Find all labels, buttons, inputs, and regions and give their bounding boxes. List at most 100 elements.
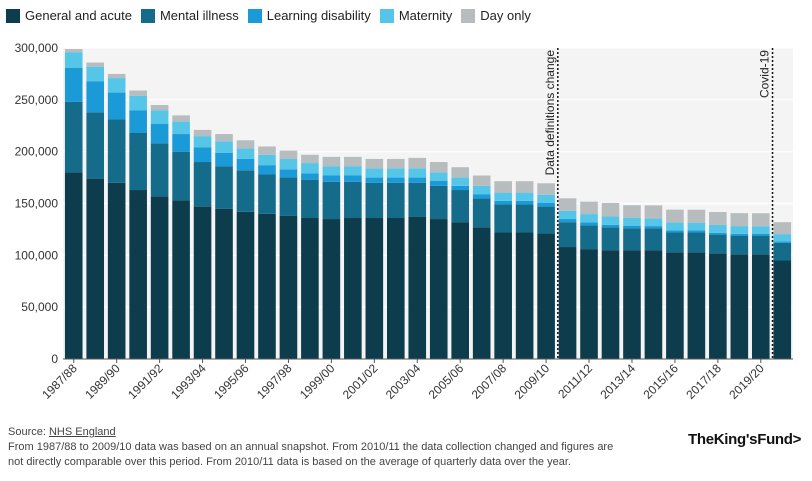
bar-segment (730, 233, 749, 236)
bar-segment (537, 233, 555, 359)
bar-segment (258, 146, 276, 155)
legend-swatch (379, 8, 394, 23)
x-tick-label: 1993/94 (168, 361, 209, 402)
bar-segment (730, 213, 749, 227)
bar-segment (515, 181, 534, 193)
bar-segment (644, 250, 663, 359)
bar-segment (322, 175, 341, 182)
footer: Source: NHS England From 1987/88 to 2009… (8, 425, 668, 470)
bar-segment (601, 224, 620, 228)
bar-segment (687, 230, 706, 233)
bar-segment (429, 162, 448, 173)
bar-segment (623, 225, 641, 229)
y-tick-label: 200,000 (15, 145, 59, 159)
source-link[interactable]: NHS England (48, 426, 116, 438)
bar-segment (408, 168, 427, 178)
bar-segment (279, 215, 298, 359)
bar-segment (193, 162, 212, 207)
legend-item: Mental illness (140, 8, 239, 23)
bar-segment (64, 172, 83, 359)
bar-segment (150, 196, 169, 359)
bar-segment (236, 140, 255, 149)
bar-segment (773, 260, 792, 359)
bar-segment (751, 213, 770, 227)
bar-segment (279, 150, 298, 159)
bar-segment (730, 235, 749, 255)
bar-segment (623, 217, 641, 226)
bar-segment (558, 222, 577, 248)
bar-segment (580, 201, 598, 215)
bar-segment (666, 222, 684, 231)
bar-segment (322, 156, 341, 167)
bar-segment (107, 182, 126, 359)
bar-segment (193, 147, 212, 163)
bar-segment (322, 219, 341, 359)
bar-segment (751, 226, 770, 234)
note-line-1: From 1987/88 to 2009/10 data was based o… (8, 441, 614, 453)
bar-segment (215, 208, 233, 359)
bar-segment (236, 148, 255, 159)
bar-segment (773, 242, 792, 261)
x-tick-label: 1995/96 (211, 361, 252, 402)
bar-segment (429, 219, 448, 359)
bar-segment (558, 219, 577, 223)
bar-segment (429, 185, 448, 220)
x-tick-label: 1999/00 (297, 361, 338, 402)
bar-segment (172, 200, 190, 359)
bar-segment (150, 143, 169, 197)
legend-swatch (6, 8, 20, 23)
bar-segment (107, 119, 126, 183)
legend-item: Learning disability (247, 8, 371, 23)
y-tick-label: 50,000 (21, 300, 58, 314)
bar-segment (644, 218, 663, 227)
bar-segment (386, 218, 405, 359)
bar-segment (193, 206, 212, 359)
bar-segment (580, 249, 598, 359)
bar-segment (279, 158, 298, 170)
x-tick-label: 2013/14 (598, 361, 639, 402)
bar-segment (150, 110, 169, 124)
bar-segment (215, 152, 233, 167)
bar-segment (172, 121, 190, 135)
bar-segment (193, 129, 212, 137)
x-tick-label: 2019/20 (726, 361, 767, 402)
bar-segment (386, 168, 405, 178)
y-tick-label: 0 (51, 352, 58, 366)
x-tick-label: 2011/12 (555, 361, 595, 401)
bar-segment (601, 202, 620, 217)
bar-segment (537, 202, 555, 207)
x-tick-label: 1987/88 (39, 361, 80, 402)
bar-segment (709, 234, 727, 254)
x-tick-label: 2005/06 (426, 361, 467, 402)
bar-segment (172, 151, 190, 201)
bar-segment (258, 213, 276, 359)
bar-segment (344, 156, 362, 167)
x-tick-label: 2017/18 (683, 361, 724, 402)
bar-segment (301, 218, 319, 359)
bar-segment (64, 67, 83, 102)
bar-segment (472, 185, 491, 195)
bar-segment (236, 211, 255, 359)
bar-segment (666, 252, 684, 359)
legend-label: Mental illness (159, 8, 239, 23)
bar-segment (515, 204, 534, 233)
x-tick-label: 2009/10 (512, 361, 553, 402)
bar-segment (687, 252, 706, 359)
bar-segment (408, 216, 427, 359)
annotation-label: Data definitions change (543, 50, 557, 176)
bar-segment (687, 232, 706, 253)
bar-segment (344, 181, 362, 219)
legend-label: Day only (480, 8, 531, 23)
bar-segment (451, 222, 470, 359)
bar-segment (623, 250, 641, 359)
bar-segment (687, 209, 706, 223)
bar-segment (494, 192, 512, 201)
bar-segment (344, 175, 362, 182)
bar-segment (601, 227, 620, 251)
bar-segment (773, 222, 792, 235)
bar-segment (64, 101, 83, 173)
legend-item: General and acute (6, 8, 132, 23)
bar-segment (365, 177, 384, 183)
bar-segment (172, 115, 190, 122)
x-tick-label: 2001/02 (340, 361, 381, 402)
